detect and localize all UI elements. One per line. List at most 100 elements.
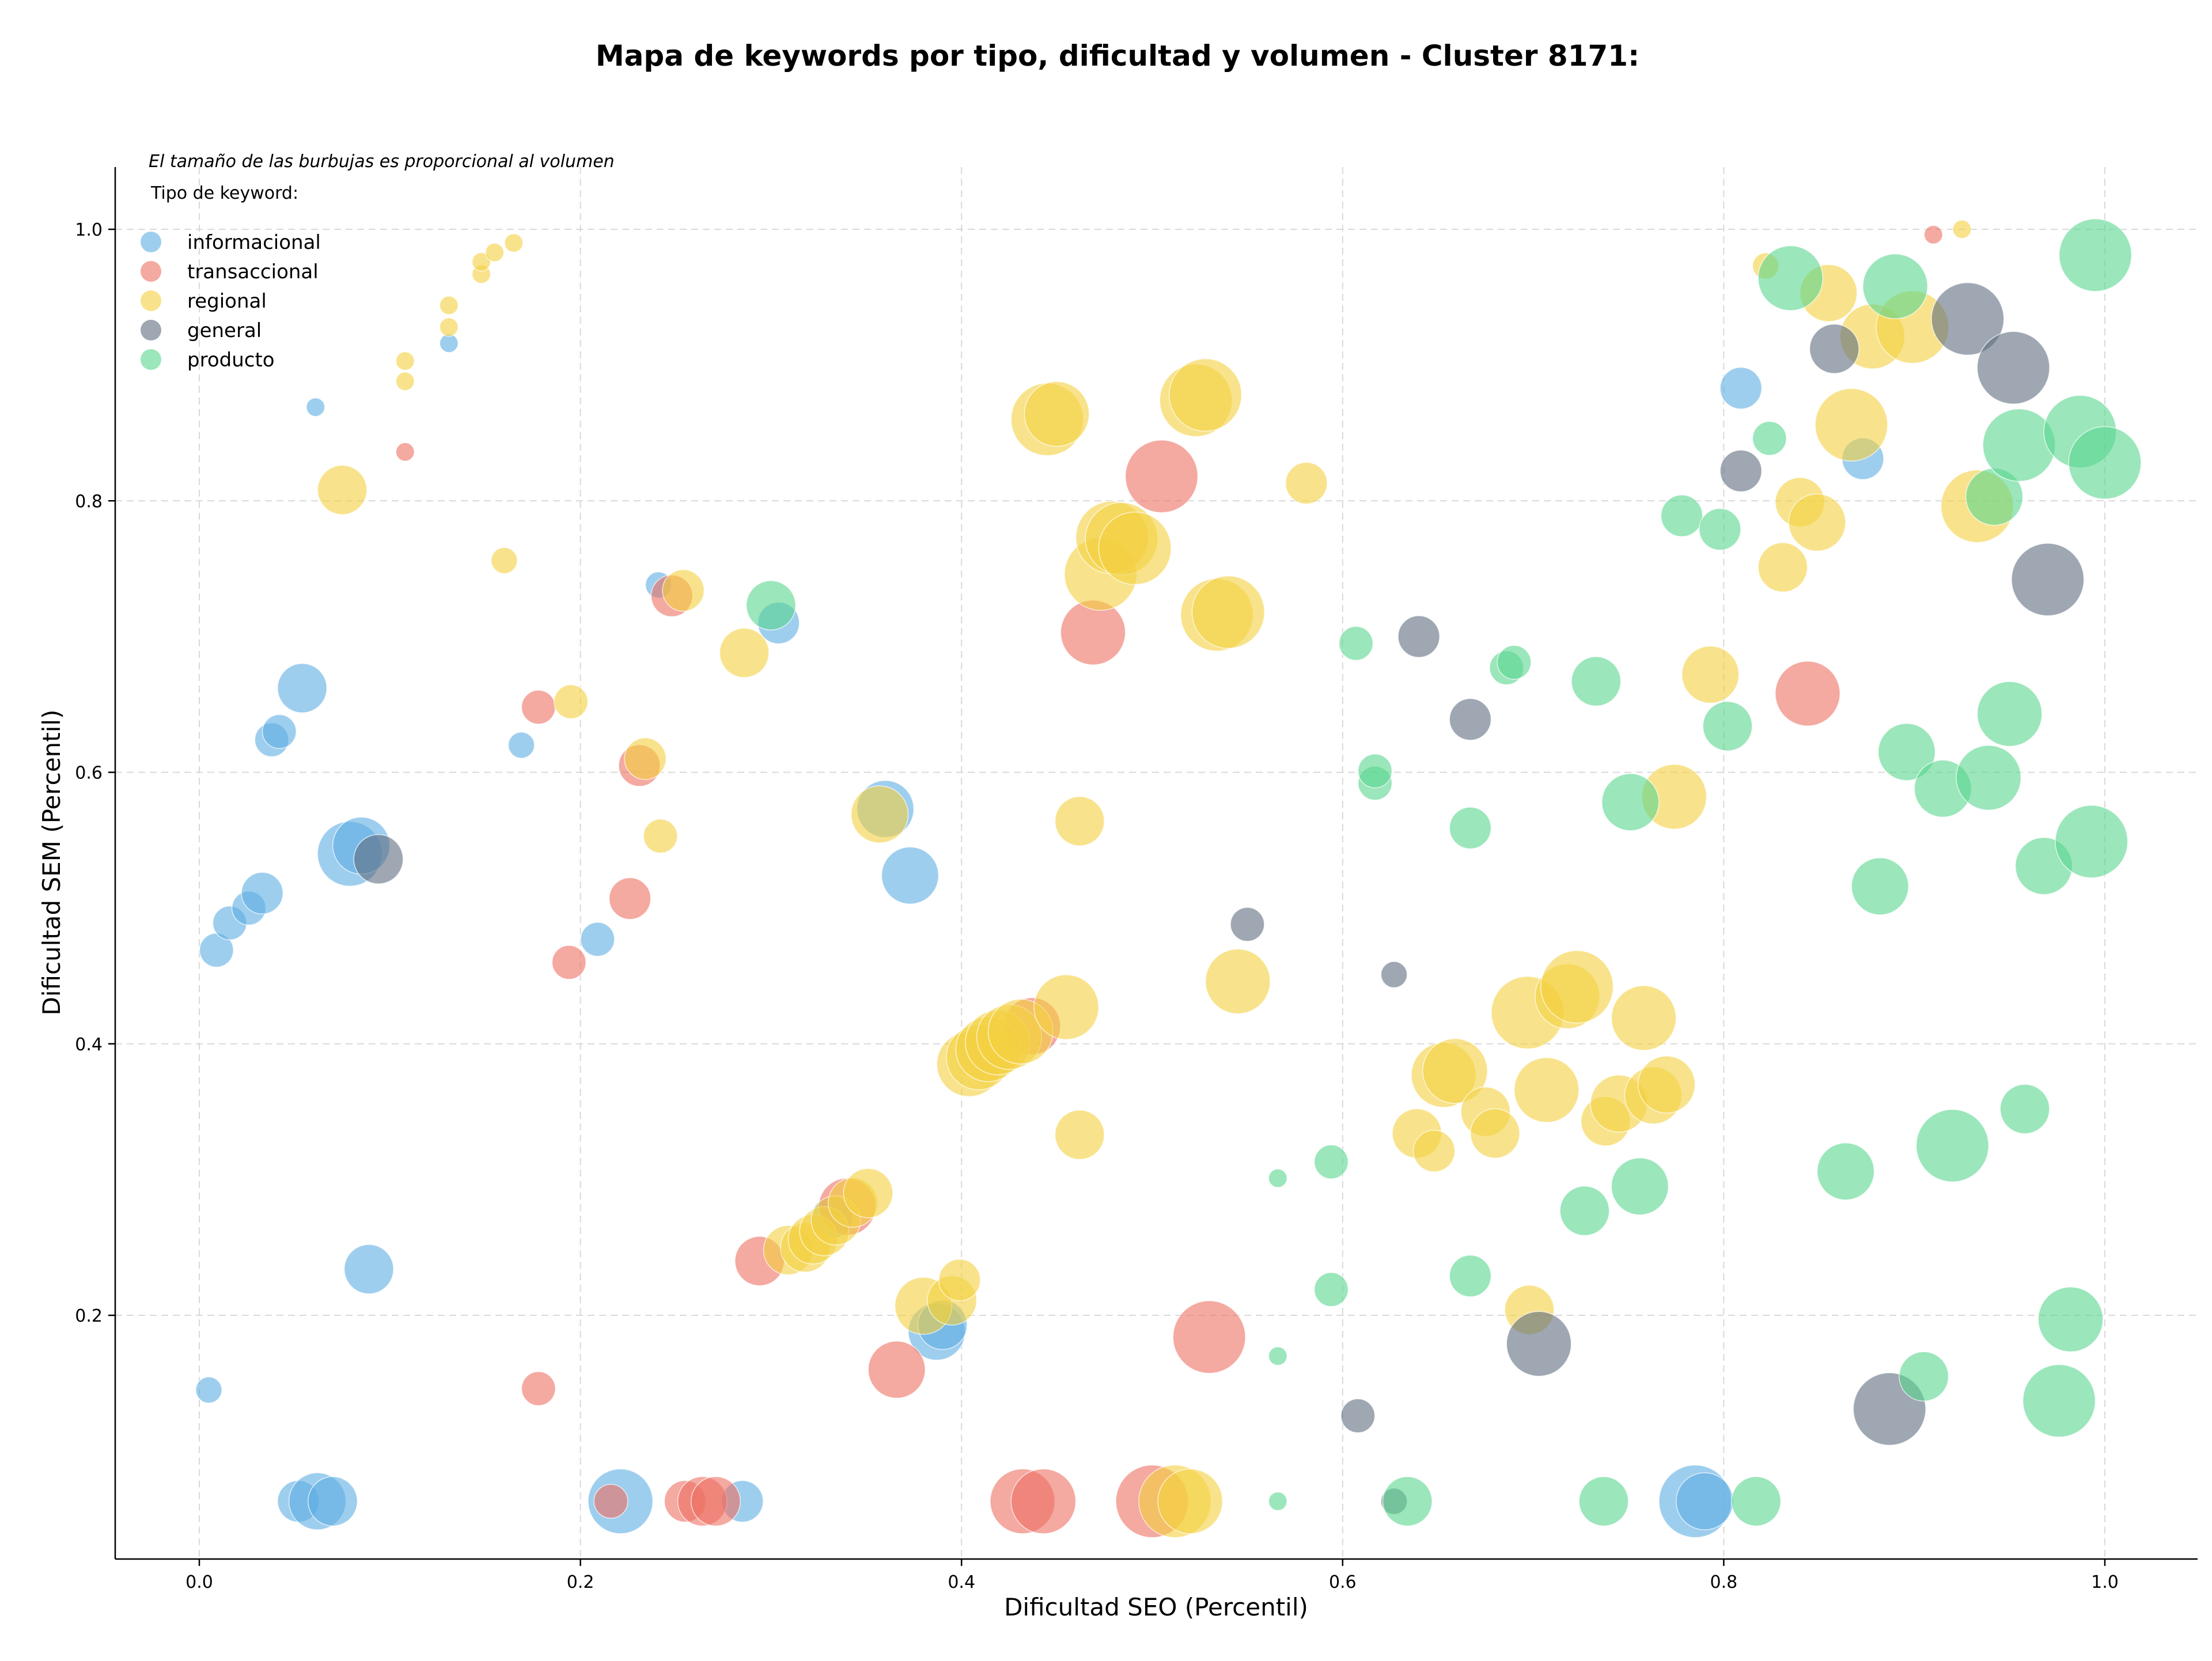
bubble-transaccional bbox=[551, 945, 586, 980]
bubble-producto bbox=[1899, 1351, 1949, 1402]
bubble-transaccional bbox=[1775, 660, 1840, 727]
bubble-informacional bbox=[343, 1244, 394, 1295]
bubble-informacional bbox=[580, 922, 615, 957]
size-annotation: El tamaño de las burbujas es proporciona… bbox=[149, 152, 615, 172]
legend-label-regional: regional bbox=[187, 290, 267, 313]
bubble-general bbox=[1397, 615, 1440, 658]
bubble-producto bbox=[1758, 245, 1824, 311]
x-tick-label: 0.0 bbox=[185, 1572, 213, 1592]
bubble-regional bbox=[395, 372, 415, 391]
y-tick-label: 1.0 bbox=[75, 220, 103, 240]
chart-title: Mapa de keywords por tipo, dificultad y … bbox=[596, 39, 1639, 73]
bubble-regional bbox=[471, 252, 491, 272]
bubble-general bbox=[1340, 1398, 1376, 1433]
bubble-regional bbox=[850, 785, 909, 843]
bubble-transaccional bbox=[1124, 440, 1199, 513]
bubble-regional bbox=[317, 464, 368, 515]
legend-label-transaccional: transaccional bbox=[187, 260, 319, 283]
bubble-regional bbox=[662, 569, 705, 612]
bubble-producto bbox=[1357, 753, 1393, 789]
bubble-producto bbox=[1578, 1476, 1629, 1527]
bubble-producto bbox=[1851, 857, 1909, 915]
bubble-transaccional bbox=[1172, 1300, 1246, 1374]
x-tick-label: 0.4 bbox=[948, 1572, 975, 1592]
bubble-informacional bbox=[308, 1476, 358, 1527]
bubble-transaccional bbox=[521, 690, 556, 725]
legend: informacional transaccional regional genera… bbox=[141, 231, 321, 372]
bubble-transaccional bbox=[521, 1371, 556, 1406]
bubble-regional bbox=[1205, 948, 1271, 1015]
bubble-producto bbox=[1698, 508, 1741, 551]
bubble-regional bbox=[553, 684, 589, 720]
bubble-informacional bbox=[277, 663, 328, 713]
bubble-regional bbox=[1054, 1110, 1105, 1160]
bubble-regional bbox=[439, 317, 459, 337]
bubble-regional bbox=[504, 233, 524, 253]
y-tick-label: 0.2 bbox=[75, 1306, 103, 1326]
bubble-producto bbox=[1268, 1492, 1288, 1511]
bubble-regional bbox=[1412, 1130, 1456, 1172]
bubble-producto bbox=[1382, 1476, 1433, 1527]
bubble-regional bbox=[1637, 1055, 1696, 1114]
bubble-informacional bbox=[507, 731, 535, 759]
bubble-producto bbox=[1313, 1144, 1349, 1179]
bubble-regional bbox=[1788, 493, 1846, 552]
x-axis-label: Dificultad SEO (Percentil) bbox=[1004, 1593, 1308, 1621]
bubble-producto bbox=[1752, 421, 1787, 456]
bubble-layer bbox=[195, 218, 2142, 1538]
bubble-producto bbox=[1862, 253, 1929, 319]
bubble-general bbox=[1449, 698, 1492, 741]
bubble-producto bbox=[1313, 1272, 1349, 1307]
bubble-producto bbox=[1816, 1142, 1875, 1201]
bubble-regional bbox=[643, 819, 678, 854]
bubble-producto bbox=[1449, 1254, 1492, 1297]
bubble-transaccional bbox=[690, 1476, 741, 1527]
bubble-informacional bbox=[439, 334, 459, 353]
x-tick-label: 0.8 bbox=[1710, 1572, 1738, 1592]
bubble-regional bbox=[1611, 985, 1677, 1051]
bubble-regional bbox=[843, 1168, 893, 1219]
bubble-producto bbox=[1611, 1157, 1669, 1216]
bubble-producto bbox=[1571, 656, 1622, 707]
legend-marker-regional bbox=[141, 290, 161, 311]
bubble-regional bbox=[1285, 461, 1328, 505]
bubble-informacional bbox=[262, 714, 297, 749]
bubble-regional bbox=[484, 243, 505, 262]
bubble-transaccional bbox=[1923, 225, 1944, 245]
bubble-general bbox=[1976, 331, 2050, 404]
bubble-regional bbox=[1513, 1057, 1580, 1123]
bubble-informacional bbox=[306, 397, 325, 417]
bubble-producto bbox=[1268, 1168, 1288, 1188]
bubble-transaccional bbox=[868, 1341, 926, 1399]
bubble-general bbox=[1380, 961, 1408, 989]
y-tick-label: 0.6 bbox=[75, 763, 103, 784]
x-tick-label: 1.0 bbox=[2091, 1572, 2119, 1592]
bubble-regional bbox=[1681, 645, 1740, 704]
bubble-regional bbox=[490, 547, 518, 574]
tick-layer: 0.0 0.2 0.4 0.6 0.8 1.0 0.2 0.4 0.6 0.8 1.0 bbox=[75, 220, 2119, 1592]
legend-marker-general bbox=[141, 320, 161, 340]
bubble-informacional bbox=[1719, 366, 1763, 410]
legend-label-producto: producto bbox=[187, 349, 275, 372]
bubble-transaccional bbox=[608, 877, 652, 920]
bubble-general bbox=[1506, 1311, 1572, 1377]
bubble-producto bbox=[1268, 1346, 1288, 1366]
bubble-producto bbox=[1497, 645, 1532, 680]
bubble-regional bbox=[1024, 381, 1090, 447]
bubble-informacional bbox=[881, 846, 940, 905]
bubble-general bbox=[1719, 449, 1763, 493]
bubble-producto bbox=[1877, 722, 1936, 781]
legend-marker-informacional bbox=[141, 232, 161, 252]
bubble-regional bbox=[1952, 220, 1972, 239]
bubble-transaccional bbox=[1010, 1468, 1077, 1534]
bubble-producto bbox=[1956, 744, 2022, 811]
bubble-regional bbox=[439, 296, 459, 315]
legend-label-general: general bbox=[187, 319, 262, 342]
bubble-general bbox=[2011, 543, 2085, 616]
bubble-regional bbox=[1054, 796, 1105, 846]
bubble-regional bbox=[395, 351, 415, 371]
bubble-regional bbox=[1469, 1108, 1520, 1159]
y-tick-label: 0.4 bbox=[75, 1035, 103, 1055]
bubble-regional bbox=[1191, 575, 1265, 649]
bubble-producto bbox=[1449, 807, 1492, 849]
